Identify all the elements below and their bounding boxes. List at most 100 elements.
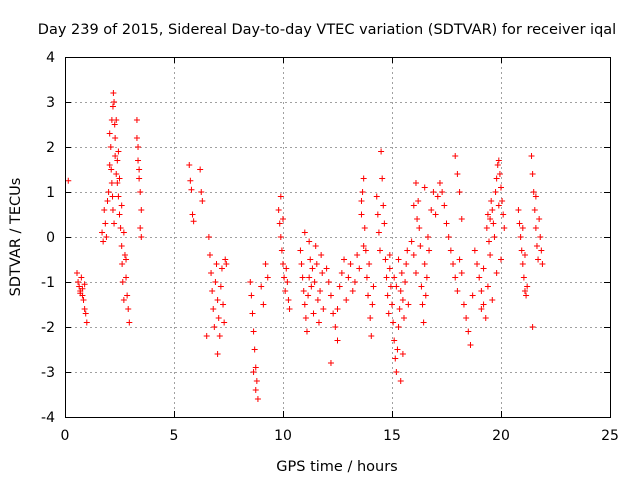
data-point	[528, 153, 535, 159]
data-point	[330, 310, 337, 317]
data-point	[529, 171, 536, 177]
data-point	[314, 297, 321, 303]
data-point	[408, 238, 415, 245]
data-point	[447, 247, 454, 254]
data-point	[99, 229, 106, 236]
data-point	[430, 189, 437, 195]
data-point	[400, 315, 407, 321]
data-point	[460, 301, 467, 308]
data-point	[216, 333, 223, 339]
data-point	[452, 153, 459, 159]
data-point	[297, 247, 304, 254]
data-point	[434, 193, 441, 200]
data-point	[106, 130, 113, 137]
y-tick-label: -2	[41, 320, 55, 336]
data-point	[187, 177, 194, 184]
y-tick-labels: -4 -3 -2 -1 0 1 2 3 4	[41, 50, 55, 426]
data-point	[75, 279, 82, 285]
data-point	[323, 265, 330, 272]
data-point	[518, 247, 525, 254]
data-point	[277, 234, 284, 240]
data-point	[136, 175, 143, 182]
data-point	[484, 283, 491, 290]
data-point	[208, 270, 215, 276]
data-point	[521, 252, 528, 258]
data-point	[206, 252, 213, 258]
data-point	[305, 292, 312, 299]
data-point	[516, 220, 523, 227]
data-point	[123, 274, 130, 281]
data-point	[311, 279, 318, 285]
data-point	[390, 319, 397, 326]
data-point	[535, 256, 542, 263]
data-point	[483, 225, 490, 231]
data-point	[393, 369, 400, 375]
y-tick-label: 3	[46, 95, 55, 111]
data-point	[424, 234, 431, 240]
data-point	[450, 261, 457, 267]
data-point	[250, 369, 257, 375]
data-point	[338, 270, 345, 276]
data-point	[366, 261, 373, 267]
data-point	[214, 297, 221, 303]
data-point	[137, 225, 144, 231]
data-point	[77, 290, 84, 297]
data-point	[252, 364, 259, 371]
y-tick-label: 2	[46, 140, 55, 156]
data-point	[286, 306, 293, 312]
data-point	[458, 216, 465, 222]
data-point	[519, 225, 526, 231]
data-point	[113, 171, 120, 177]
data-point	[423, 274, 430, 281]
data-point	[249, 310, 256, 317]
data-point	[105, 189, 112, 195]
data-point	[211, 324, 218, 330]
data-point	[123, 256, 130, 263]
data-point	[78, 274, 85, 281]
data-point	[109, 207, 116, 213]
data-point	[415, 198, 422, 204]
data-point	[110, 90, 117, 96]
y-tick-label: 0	[46, 230, 55, 246]
data-point	[309, 265, 316, 272]
data-point	[186, 162, 193, 168]
data-point	[436, 180, 443, 186]
data-point	[281, 274, 288, 281]
data-point	[136, 166, 143, 173]
data-point	[318, 252, 325, 258]
data-point	[397, 378, 404, 384]
data-point	[439, 189, 446, 195]
data-point	[398, 270, 405, 276]
data-point	[445, 234, 452, 240]
y-tick-label: -1	[41, 275, 55, 291]
data-point	[537, 234, 544, 240]
data-point	[319, 270, 326, 276]
data-point	[536, 216, 543, 222]
data-point	[394, 346, 401, 353]
data-point	[375, 229, 382, 236]
data-point	[486, 238, 493, 245]
data-point	[109, 193, 116, 200]
data-point	[82, 310, 89, 317]
data-point	[452, 274, 459, 281]
data-point	[83, 319, 90, 326]
data-point	[417, 243, 424, 249]
data-point	[210, 306, 217, 312]
data-point	[104, 198, 111, 204]
data-point	[432, 211, 439, 218]
data-point	[349, 288, 356, 294]
data-point	[345, 274, 352, 281]
x-tick-labels: 0 5 10 15 20 25	[61, 428, 619, 444]
data-point	[118, 243, 125, 249]
x-tick-label: 0	[61, 428, 70, 444]
data-point	[306, 274, 313, 281]
data-point	[276, 220, 283, 227]
data-point	[498, 184, 504, 191]
data-point	[118, 202, 125, 209]
data-point	[264, 274, 271, 281]
data-point	[119, 261, 126, 267]
data-point	[529, 324, 536, 330]
data-point	[363, 274, 370, 281]
y-tick-label: -4	[41, 410, 55, 426]
data-point	[81, 281, 88, 288]
